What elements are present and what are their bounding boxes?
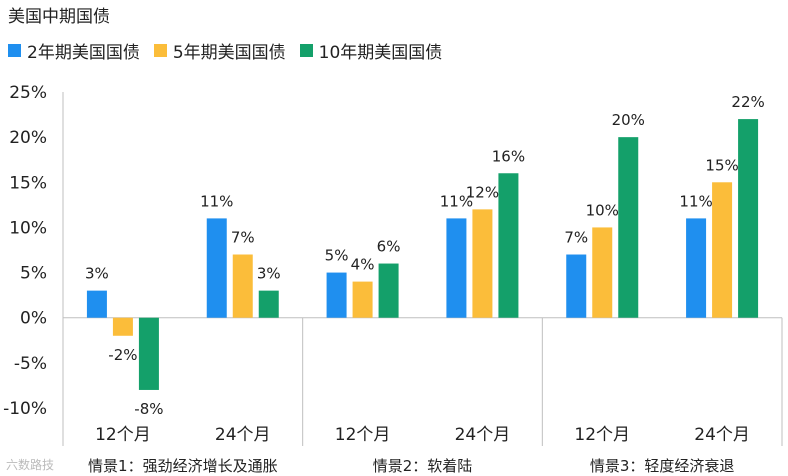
x-period-label: 12个月 xyxy=(574,425,630,445)
bar-5y xyxy=(592,227,613,318)
legend: 2年期美国国债 5年期美国国债 10年期美国国债 xyxy=(8,38,456,63)
data-label: 7% xyxy=(564,229,588,247)
bar-2y xyxy=(566,254,587,318)
y-tick-label: 15% xyxy=(9,173,47,193)
x-period-label: 24个月 xyxy=(455,425,511,445)
bar-2y xyxy=(86,290,107,318)
bar-10y xyxy=(618,137,639,318)
y-tick-label: 25% xyxy=(9,83,47,103)
x-period-label: 24个月 xyxy=(215,425,271,445)
data-label: 4% xyxy=(351,256,375,274)
bar-2y xyxy=(686,218,707,318)
data-label: 7% xyxy=(231,229,255,247)
legend-item-10y: 10年期美国国债 xyxy=(299,38,443,63)
x-period-label: 12个月 xyxy=(95,425,151,445)
bar-5y xyxy=(352,281,373,318)
legend-item-5y: 5年期美国国债 xyxy=(153,38,286,63)
bar-5y xyxy=(112,317,133,336)
data-label: 11% xyxy=(440,192,473,210)
legend-label-2y: 2年期美国国债 xyxy=(27,43,140,63)
bar-10y xyxy=(738,119,759,318)
y-tick-label: 20% xyxy=(9,128,47,148)
x-scenario-label: 情景2：软着陆 xyxy=(373,457,473,475)
data-label: 10% xyxy=(586,201,619,219)
x-scenario-label: 情景1：强劲经济增长及通胀 xyxy=(88,457,278,475)
chart-title: 美国中期国债 xyxy=(8,7,110,27)
data-label: -8% xyxy=(134,400,163,418)
y-tick-label: -10% xyxy=(3,399,47,419)
bar-2y xyxy=(326,272,347,318)
legend-swatch-10y xyxy=(299,44,313,57)
data-label: 5% xyxy=(325,247,349,265)
y-tick-label: 10% xyxy=(9,218,47,238)
data-label: -2% xyxy=(108,346,137,364)
data-label: 3% xyxy=(257,265,281,283)
bar-10y xyxy=(138,317,159,390)
data-label: 6% xyxy=(377,238,401,256)
bar-5y xyxy=(232,254,253,318)
watermark: 六数路技 xyxy=(6,458,55,472)
legend-swatch-2y xyxy=(8,44,21,57)
data-label: 12% xyxy=(466,183,499,201)
y-tick-label: 5% xyxy=(20,264,47,284)
legend-item-2y: 2年期美国国债 xyxy=(8,38,140,63)
bar-10y xyxy=(498,173,519,318)
data-label: 15% xyxy=(705,156,738,174)
data-label: 16% xyxy=(492,147,525,165)
bar-2y xyxy=(446,218,467,318)
x-period-label: 12个月 xyxy=(335,425,391,445)
data-label: 11% xyxy=(200,192,233,210)
bar-5y xyxy=(712,182,733,318)
data-label: 3% xyxy=(85,265,109,283)
legend-label-10y: 10年期美国国债 xyxy=(318,43,443,63)
data-label: 20% xyxy=(612,111,645,129)
y-tick-label: -5% xyxy=(14,354,47,374)
data-label: 22% xyxy=(731,93,764,111)
x-period-label: 24个月 xyxy=(694,425,750,445)
bar-5y xyxy=(472,209,493,318)
bar-2y xyxy=(206,218,227,318)
bar-10y xyxy=(378,263,399,318)
x-scenario-label: 情景3：轻度经济衰退 xyxy=(590,457,735,475)
data-label: 11% xyxy=(679,192,712,210)
legend-label-5y: 5年期美国国债 xyxy=(172,43,286,63)
bar-10y xyxy=(258,290,279,318)
y-tick-label: 0% xyxy=(20,309,47,329)
legend-swatch-5y xyxy=(153,44,167,57)
